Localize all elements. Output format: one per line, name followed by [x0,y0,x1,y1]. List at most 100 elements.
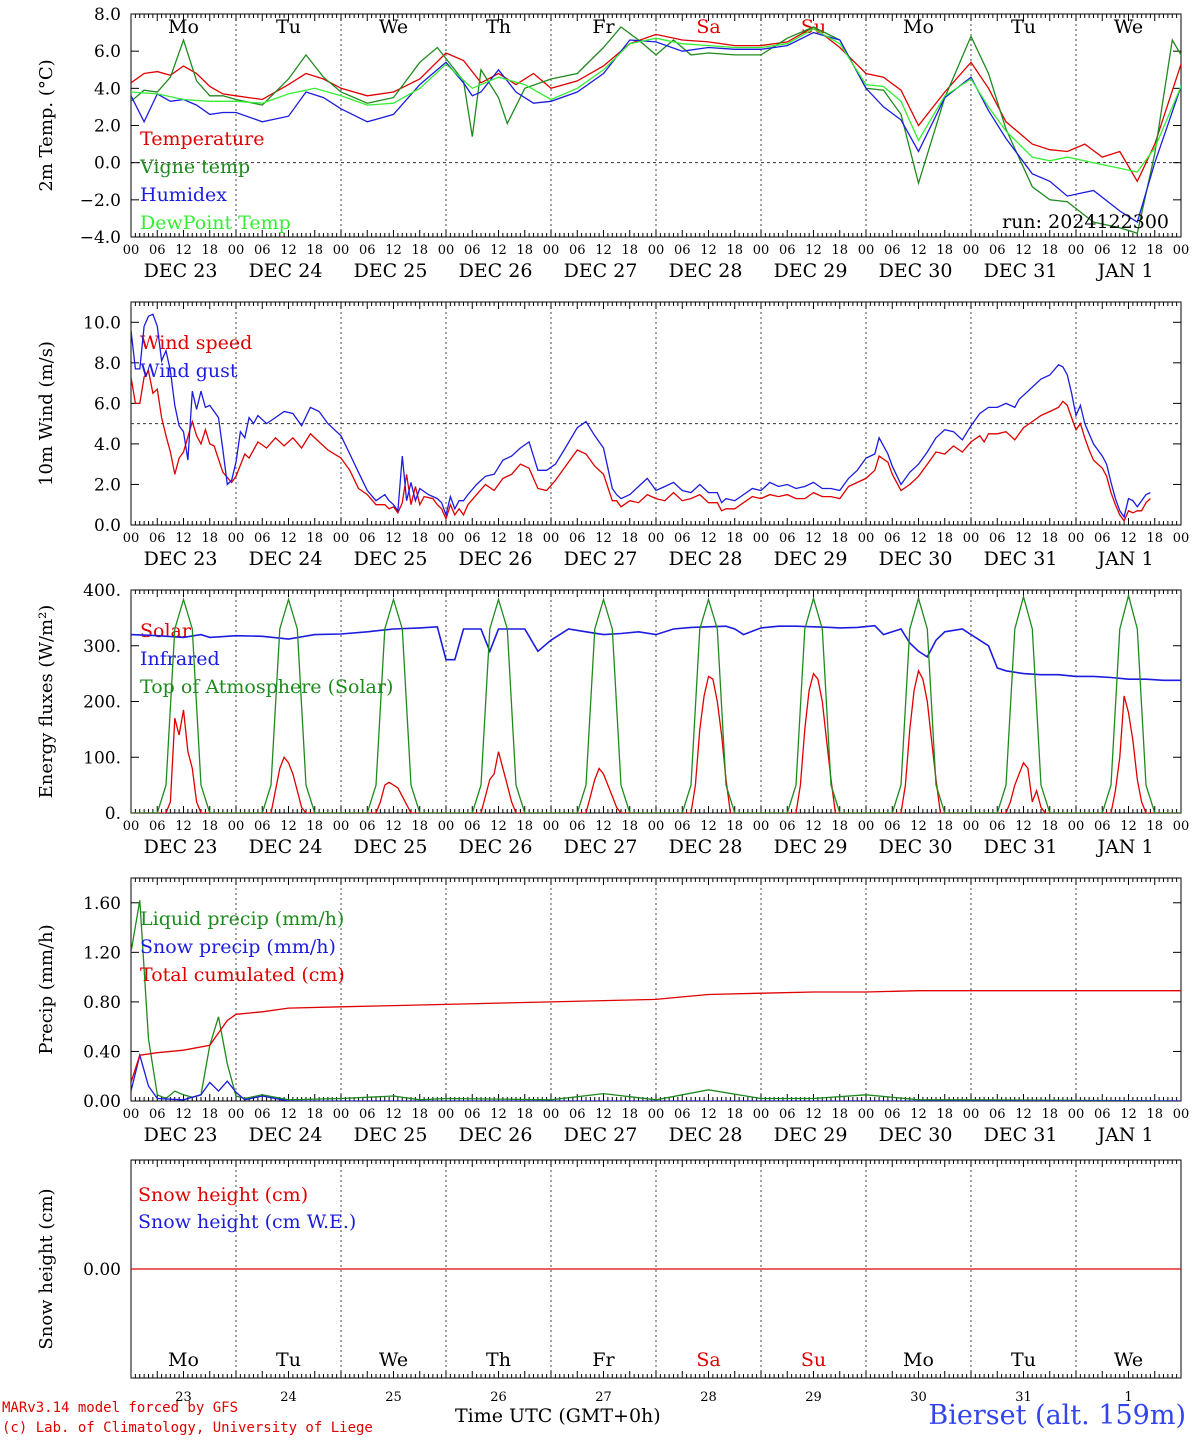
day-of-week-label: Tu [1011,1349,1036,1371]
x-hour-label: 18 [621,531,638,546]
x-hour-label: 18 [306,243,323,258]
x-hour-label: 06 [884,531,901,546]
day-of-week-label: We [379,16,408,38]
x-hour-label: 12 [280,243,297,258]
x-hour-label: 18 [411,243,428,258]
station-name: Bierset (alt. 159m) [928,1400,1186,1431]
y-tick-label: 6.0 [94,42,121,62]
x-date-label: DEC 29 [774,548,848,570]
x-hour-label: 18 [1146,819,1163,834]
x-hour-label: 18 [306,819,323,834]
x-hour-label: 06 [779,243,796,258]
x-hour-label: 06 [674,1107,691,1122]
y-tick-label: 8.0 [94,5,121,25]
x-date-label: DEC 23 [144,260,218,282]
day-number-label: 1 [1124,1390,1132,1405]
day-of-week-label: Tu [1011,16,1036,38]
x-hour-label: 12 [910,1107,927,1122]
x-hour-label: 12 [1015,819,1032,834]
x-hour-label: 12 [805,819,822,834]
x-hour-label: 06 [884,243,901,258]
x-hour-label: 06 [464,531,481,546]
x-hour-label: 00 [333,1107,350,1122]
x-hour-label: 00 [648,819,665,834]
y-tick-label: 4.0 [94,79,121,99]
x-hour-label: 00 [228,1107,245,1122]
x-hour-label: 00 [753,1107,770,1122]
x-hour-label: 00 [1068,1107,1085,1122]
x-hour-label: 12 [385,1107,402,1122]
x-hour-label: 06 [149,1107,166,1122]
x-hour-label: 18 [1041,531,1058,546]
x-hour-label: 00 [228,819,245,834]
x-hour-label: 00 [1068,243,1085,258]
x-hour-label: 12 [175,1107,192,1122]
x-hour-label: 12 [910,243,927,258]
x-hour-label: 06 [359,1107,376,1122]
x-hour-label: 18 [726,531,743,546]
x-hour-label: 06 [779,1107,796,1122]
day-of-week-label: We [1114,16,1143,38]
series-line-solar [131,668,1181,813]
x-hour-label: 18 [201,819,218,834]
x-hour-label: 18 [831,819,848,834]
legend-entry: Snow precip (mm/h) [140,936,336,958]
x-hour-label: 12 [805,243,822,258]
x-hour-label: 06 [149,531,166,546]
x-hour-label: 00 [543,819,560,834]
x-hour-label: 00 [543,243,560,258]
x-hour-label: 00 [858,243,875,258]
x-hour-label: 12 [700,819,717,834]
x-date-label: DEC 31 [984,836,1058,858]
x-hour-label: 06 [674,531,691,546]
x-hour-label: 00 [648,243,665,258]
x-date-label: DEC 27 [564,260,638,282]
x-hour-label: 00 [858,1107,875,1122]
x-hour-label: 12 [1120,1107,1137,1122]
x-date-label: DEC 27 [564,1124,638,1146]
day-of-week-label: Su [801,1349,826,1371]
y-tick-label: 0.0 [94,516,121,536]
x-date-label: DEC 26 [459,548,533,570]
y-tick-label: 0.0 [94,154,121,174]
day-number-label: 30 [910,1390,927,1405]
x-hour-label: 06 [884,1107,901,1122]
x-hour-label: 00 [1068,819,1085,834]
series-line-top-of-atmosphere-solar- [131,593,1181,813]
run-annotation: run: 2024122300 [1002,211,1169,233]
y-tick-label: 0.00 [83,1260,121,1280]
x-hour-label: 18 [936,1107,953,1122]
y-axis-label: Snow height (cm) [36,1188,57,1349]
x-hour-label: 12 [490,531,507,546]
x-hour-label: 00 [123,1107,140,1122]
x-hour-label: 06 [989,1107,1006,1122]
x-hour-label: 12 [910,531,927,546]
day-of-week-label: Th [486,16,511,38]
x-date-label: DEC 25 [354,548,428,570]
y-axis-label: 10m Wind (m/s) [36,341,57,486]
x-hour-label: 18 [306,531,323,546]
x-hour-label: 12 [1120,243,1137,258]
x-hour-label: 18 [621,243,638,258]
x-hour-label: 06 [989,243,1006,258]
x-hour-label: 12 [490,1107,507,1122]
x-hour-label: 06 [569,531,586,546]
x-date-label: DEC 28 [669,260,743,282]
x-date-label: DEC 26 [459,836,533,858]
x-date-label: DEC 29 [774,1124,848,1146]
x-date-label: DEC 26 [459,1124,533,1146]
x-hour-label: 18 [1041,1107,1058,1122]
x-hour-label: 00 [1068,531,1085,546]
x-hour-label: 00 [963,243,980,258]
x-hour-label: 06 [149,243,166,258]
day-of-week-label: Mo [903,16,934,38]
x-date-label: DEC 25 [354,260,428,282]
panel-2: 0.0 2.0 4.0 6.0 8.0 10.0 10m Wind (m/s) 00 06 12 1… [36,301,1189,570]
credit-line-1: MARv3.14 model forced by GFS [2,1400,239,1416]
x-hour-label: 00 [333,819,350,834]
x-hour-label: 06 [569,243,586,258]
x-hour-label: 12 [595,243,612,258]
legend-entry: Top of Atmosphere (Solar) [140,676,393,698]
x-hour-label: 12 [910,819,927,834]
day-of-week-label: Mo [903,1349,934,1371]
